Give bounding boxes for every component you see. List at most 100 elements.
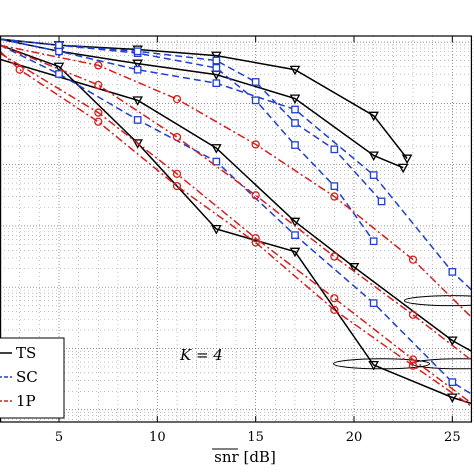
legend-label: SC — [16, 368, 38, 386]
circle-marker — [172, 181, 182, 191]
group-ellipse — [403, 295, 472, 307]
x-tick-label: 20 — [346, 430, 363, 445]
circle-marker — [330, 294, 339, 303]
square-marker — [291, 105, 299, 114]
series-sc-K5 — [0, 38, 386, 206]
square-marker — [212, 157, 221, 166]
series-line — [0, 38, 472, 291]
circle-marker — [251, 191, 260, 200]
circle-marker — [94, 117, 103, 126]
plot-frame — [0, 35, 472, 423]
series-line — [0, 50, 472, 408]
circle-marker — [330, 192, 339, 201]
square-marker — [330, 145, 339, 154]
series-line — [0, 38, 375, 242]
series-sc-K3 — [0, 38, 472, 291]
triangle-marker — [289, 217, 301, 228]
series-line — [0, 44, 472, 405]
square-marker — [251, 96, 260, 105]
triangle-marker — [368, 111, 379, 122]
circle-marker — [15, 65, 24, 74]
circle-marker — [172, 94, 182, 104]
triangle-marker — [289, 247, 301, 258]
triangle-marker — [289, 65, 301, 76]
x-axis-label: snr [dB] — [214, 448, 276, 466]
series-ts-K5 — [0, 38, 413, 165]
square-marker — [133, 116, 142, 124]
square-marker — [133, 65, 142, 74]
series-line — [0, 44, 472, 396]
series-ts-K3 — [0, 44, 472, 405]
triangle-marker — [447, 336, 458, 347]
legend-box — [0, 337, 65, 419]
circle-marker — [408, 361, 418, 370]
series-line — [0, 58, 472, 353]
circle-marker — [251, 238, 260, 247]
triangle-marker — [53, 62, 65, 73]
triangle-marker — [211, 51, 222, 62]
square-marker — [291, 119, 299, 127]
x-axis: 5 10 15 20 25 — [55, 36, 461, 445]
legend-item-ts: TS — [0, 344, 36, 362]
triangle-marker — [289, 94, 301, 105]
square-marker — [369, 299, 378, 307]
triangle-marker — [132, 59, 143, 70]
circle-marker — [251, 140, 260, 149]
circle-marker — [94, 80, 103, 90]
circle-marker — [172, 132, 182, 142]
triangle-marker — [211, 224, 222, 235]
square-marker — [212, 64, 221, 72]
triangle-marker — [211, 144, 222, 154]
square-marker — [448, 268, 457, 276]
square-marker — [291, 141, 299, 149]
triangle-marker — [132, 139, 143, 149]
square-marker — [291, 231, 299, 239]
triangle-marker — [401, 154, 413, 165]
square-marker — [133, 47, 142, 56]
square-marker — [55, 47, 63, 56]
circle-marker — [330, 305, 339, 315]
series-sc-K2 — [0, 44, 472, 396]
legend-item-sc: SC — [0, 368, 38, 386]
triangle-marker — [348, 262, 360, 273]
series-layer — [0, 38, 472, 408]
group-ellipse — [411, 358, 472, 370]
triangle-marker — [368, 361, 379, 371]
circle-marker — [94, 108, 103, 117]
x-tick-label: 25 — [444, 430, 461, 445]
square-marker — [212, 79, 221, 88]
triangle-marker — [132, 96, 143, 106]
circle-marker — [408, 255, 418, 264]
circle-marker — [408, 310, 418, 319]
square-marker — [448, 378, 457, 387]
legend-label: 1P — [16, 392, 36, 410]
square-marker — [369, 171, 378, 179]
triangle-marker — [447, 393, 458, 404]
x-tick-label: 10 — [149, 430, 166, 445]
circle-marker — [251, 234, 260, 243]
series-ts-K2 — [0, 58, 472, 353]
x-tick-label: 5 — [55, 430, 63, 445]
triangle-marker — [368, 151, 379, 162]
square-marker — [369, 237, 378, 246]
circle-marker — [408, 355, 418, 364]
series-1p-K3 — [0, 50, 472, 408]
circle-marker — [94, 61, 103, 70]
legend-label: TS — [16, 344, 36, 362]
series-1p-K5 — [0, 44, 472, 319]
series-1p-K2 — [0, 52, 472, 405]
circle-marker — [330, 252, 339, 261]
series-1p-K4 — [0, 44, 472, 362]
square-marker — [251, 78, 260, 86]
square-marker — [55, 41, 63, 50]
legend-item-1p: 1P — [0, 392, 36, 410]
square-marker — [377, 197, 386, 206]
series-line — [0, 52, 472, 405]
square-marker — [330, 182, 339, 190]
series-line — [0, 44, 472, 319]
series-line — [0, 38, 383, 202]
x-tick-label: 15 — [247, 430, 264, 445]
square-marker — [212, 56, 221, 65]
legend: TS SC 1P — [0, 337, 65, 419]
